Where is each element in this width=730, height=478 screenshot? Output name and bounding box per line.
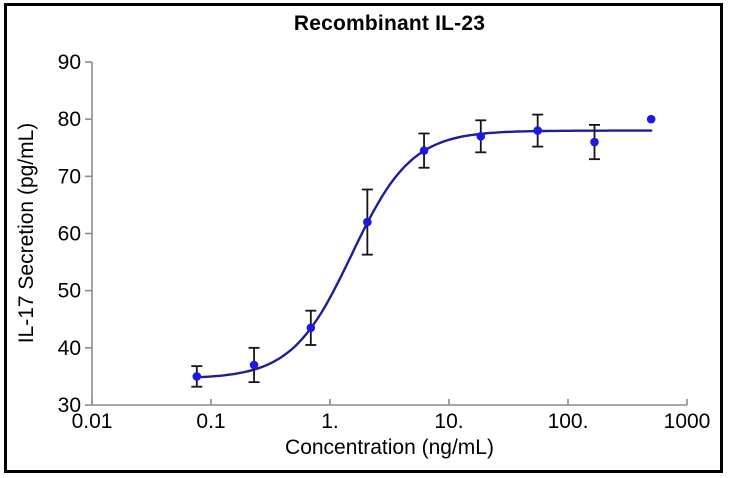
data-point <box>476 132 486 141</box>
data-point <box>533 126 542 135</box>
y-tick-label: 90 <box>58 51 81 74</box>
data-point <box>249 360 259 370</box>
chart-title: Recombinant IL-23 <box>293 12 486 35</box>
y-tick-label: 50 <box>58 280 81 303</box>
data-point <box>419 146 429 155</box>
data-point <box>646 114 656 124</box>
data-point <box>306 323 316 333</box>
x-tick-label: 0.1 <box>196 410 225 433</box>
x-tick-label: 10. <box>434 410 463 433</box>
y-tick-label: 70 <box>58 165 81 188</box>
x-tick-label: 1000 <box>664 410 711 433</box>
data-point <box>590 137 599 147</box>
x-tick-label: 1. <box>321 410 339 433</box>
data-point <box>192 372 202 381</box>
data-point <box>363 217 372 227</box>
y-tick-label: 40 <box>58 337 81 360</box>
y-axis-label: IL-17 Secretion (pg/mL) <box>15 122 38 344</box>
y-tick-label: 30 <box>58 394 81 417</box>
y-tick-label: 60 <box>58 223 81 246</box>
x-tick-label: 0.01 <box>72 410 113 433</box>
x-axis-label: Concentration (ng/mL) <box>285 436 494 459</box>
x-tick-label: 100. <box>548 410 589 433</box>
y-tick-label: 80 <box>58 108 81 131</box>
